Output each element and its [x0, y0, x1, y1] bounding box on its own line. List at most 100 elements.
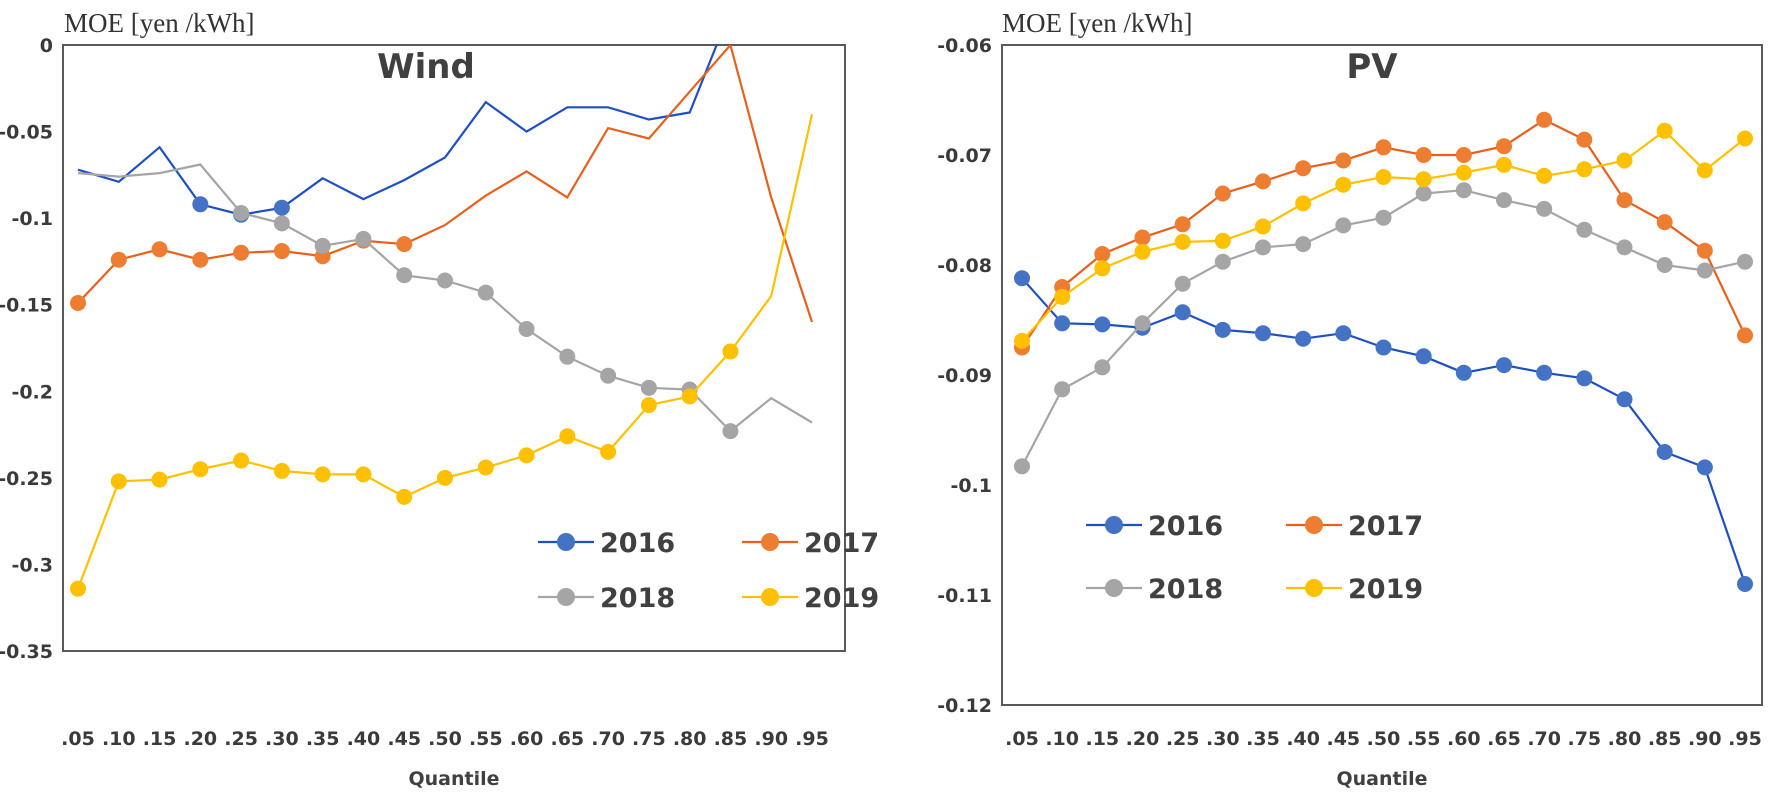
data-point-2016: [1696, 459, 1713, 476]
series-2017: [70, 45, 814, 323]
legend-label: 2019: [1348, 574, 1423, 605]
legend-item-2019: 2019: [1286, 574, 1423, 605]
data-point-2017: [1737, 327, 1753, 344]
data-point-2018: [396, 267, 413, 284]
legend-label: 2018: [1148, 574, 1223, 605]
data-point-2018: [1656, 257, 1673, 273]
y-tick-label: -0.2: [11, 381, 53, 403]
legend-marker: [1305, 516, 1323, 534]
x-tick-label: .30: [265, 728, 299, 750]
data-point-2017: [1576, 131, 1593, 148]
x-tick-label: .80: [673, 728, 707, 750]
y-axis-title: MOE [yen /kWh]: [1002, 8, 1192, 38]
data-point-2016: [1737, 576, 1753, 592]
data-point-2017: [1616, 192, 1633, 209]
data-point-2018: [1616, 239, 1633, 256]
data-point-2017: [1536, 111, 1553, 128]
pv-chart: MOE [yen /kWh] -0.06 -0.07 -0.08 -0.09 -0.1 -0…: [937, 8, 1763, 790]
data-point-2016: [1455, 364, 1472, 381]
data-point-2018: [1696, 262, 1713, 279]
data-point-2018: [640, 379, 657, 396]
data-point-2017: [1134, 229, 1151, 246]
data-point-2017: [1455, 147, 1472, 163]
series-2017: [1014, 111, 1753, 356]
x-tick-label: .50: [1367, 728, 1401, 750]
y-tick-label: -0.25: [0, 468, 53, 490]
y-tick-label: -0.08: [937, 255, 992, 277]
data-point-2016: [1174, 304, 1191, 321]
data-point-2019: [192, 461, 209, 478]
data-point-2018: [1214, 253, 1231, 270]
y-tick-label: -0.1: [11, 208, 53, 230]
legend-item-2017: 2017: [742, 528, 879, 559]
series-line-2016: [77, 45, 718, 216]
legend-item-2019: 2019: [742, 583, 879, 614]
data-point-2019: [1496, 156, 1512, 173]
x-tick-label: .85: [1648, 728, 1682, 750]
legend-label: 2018: [600, 583, 675, 614]
data-point-2019: [1014, 332, 1030, 349]
x-tick-label: .45: [1326, 728, 1360, 750]
data-point-2017: [273, 243, 290, 260]
data-point-2019: [1576, 161, 1593, 178]
legend-label: 2017: [1348, 511, 1423, 542]
x-tick-label: .10: [1045, 728, 1079, 750]
data-point-2018: [1737, 253, 1753, 270]
data-point-2017: [1335, 152, 1352, 169]
data-point-2018: [1134, 315, 1151, 332]
x-tick-label: .75: [1567, 728, 1601, 750]
data-point-2018: [559, 348, 576, 365]
x-tick-label: .80: [1608, 728, 1642, 750]
data-point-2016: [1616, 391, 1633, 408]
y-tick-label: -0.09: [937, 365, 992, 387]
series-2016: [1014, 270, 1753, 592]
legend-marker: [1105, 579, 1123, 597]
x-tick-label: .65: [550, 728, 584, 750]
plot-area: [70, 45, 814, 597]
data-point-2016: [1415, 348, 1432, 365]
data-point-2019: [559, 428, 576, 445]
data-point-2017: [1174, 216, 1191, 233]
data-point-2017: [1094, 246, 1111, 262]
data-point-2018: [233, 204, 250, 221]
data-point-2019: [1134, 243, 1151, 260]
legend-marker: [1105, 516, 1123, 534]
plot-frame: [1001, 44, 1763, 706]
data-point-2016: [1054, 315, 1071, 332]
data-point-2019: [233, 452, 250, 469]
y-tick-label: 0: [40, 35, 53, 57]
x-tick-label: .40: [347, 728, 381, 750]
series-2019: [70, 114, 814, 597]
data-point-2017: [1415, 147, 1432, 163]
x-tick-label: .25: [1166, 728, 1200, 750]
data-point-2016: [273, 199, 290, 216]
data-point-2019: [1335, 176, 1352, 193]
data-point-2016: [1496, 357, 1512, 374]
x-axis-title: Quantile: [1336, 768, 1427, 790]
plot-frame: [62, 44, 846, 652]
x-tick-label: .15: [143, 728, 177, 750]
series-line-2018: [1021, 189, 1746, 467]
x-tick-label: .70: [1527, 728, 1561, 750]
data-point-2018: [314, 237, 331, 254]
y-tick-label: -0.3: [11, 554, 53, 576]
x-tick-label: .75: [632, 728, 666, 750]
data-point-2019: [1415, 171, 1432, 188]
x-tick-label: .05: [1005, 728, 1039, 750]
series-line-2018: [77, 163, 813, 433]
data-point-2018: [1094, 359, 1111, 376]
data-point-2017: [1214, 185, 1231, 202]
y-tick-label: -0.11: [937, 585, 992, 607]
data-point-2016: [1295, 330, 1312, 347]
x-tick-label: .20: [1126, 728, 1160, 750]
data-point-2019: [1737, 130, 1753, 147]
x-tick-label: .20: [183, 728, 217, 750]
data-point-2019: [722, 343, 739, 360]
data-point-2017: [1375, 139, 1392, 156]
data-point-2018: [1014, 458, 1030, 475]
data-point-2018: [1255, 239, 1271, 256]
data-point-2016: [1536, 364, 1553, 381]
data-point-2016: [1656, 444, 1673, 460]
x-tick-label: .15: [1085, 728, 1119, 750]
